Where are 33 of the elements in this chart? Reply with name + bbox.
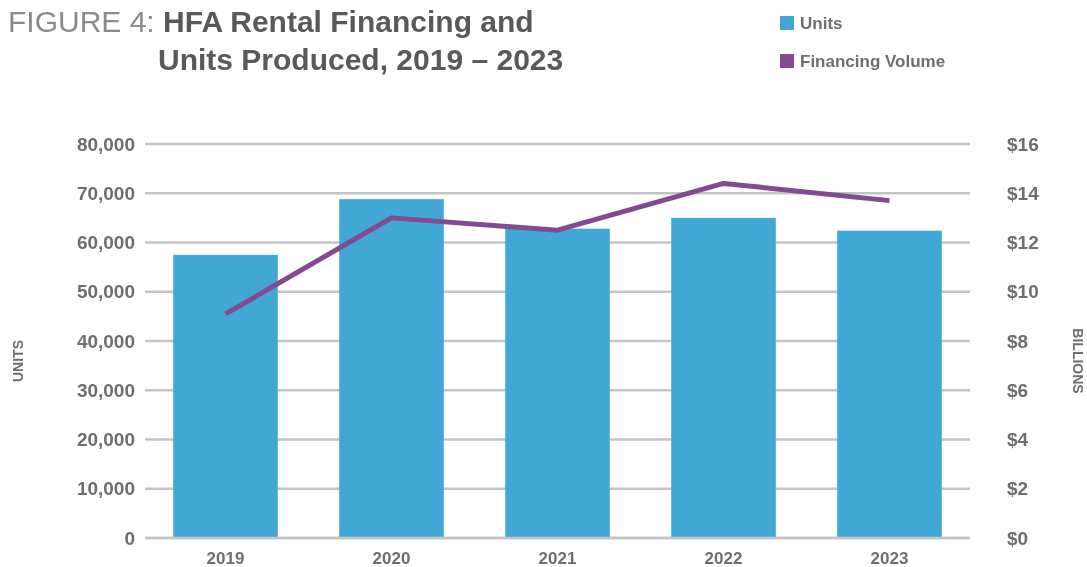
y-tick-label: 20,000 — [76, 429, 135, 451]
bar — [339, 199, 444, 538]
y-tick-label: 80,000 — [76, 133, 135, 155]
y2-tick-label: $6 — [1007, 379, 1029, 401]
x-tick-label: 2021 — [538, 549, 577, 567]
y-tick-label: 30,000 — [76, 379, 135, 401]
y2-tick-label: $8 — [1007, 330, 1029, 352]
chart-title: FIGURE 4: HFA Rental Financing and Units Produced, 2019 – 2023 — [8, 5, 564, 76]
y2-tick-label: $0 — [1007, 527, 1029, 549]
x-tick-label: 2019 — [206, 549, 245, 567]
y-tick-label: 0 — [124, 527, 135, 549]
y2-axis-title: BILLIONS — [1070, 328, 1086, 394]
y2-tick-label: $10 — [1007, 281, 1039, 303]
bar — [505, 228, 610, 538]
x-tick-label: 2022 — [704, 549, 743, 567]
y2-tick-label: $12 — [1007, 232, 1039, 254]
y-tick-label: 10,000 — [76, 478, 135, 500]
y-tick-label: 40,000 — [76, 330, 135, 352]
y2-tick-label: $2 — [1007, 478, 1029, 500]
y2-tick-label: $16 — [1007, 133, 1039, 155]
legend-label: Financing Volume — [800, 52, 946, 71]
y-axis-title: UNITS — [10, 340, 26, 382]
y-tick-label: 50,000 — [76, 281, 135, 303]
y-tick-label: 60,000 — [76, 232, 135, 254]
x-tick-label: 2020 — [372, 549, 411, 567]
bar — [837, 230, 942, 538]
x-tick-label: 2023 — [870, 549, 909, 567]
y2-tick-label: $14 — [1007, 182, 1040, 204]
bar — [671, 217, 776, 538]
y-tick-label: 70,000 — [76, 182, 135, 204]
y2-tick-label: $4 — [1007, 429, 1029, 451]
bar — [173, 254, 278, 538]
legend-label: Units — [800, 14, 843, 33]
